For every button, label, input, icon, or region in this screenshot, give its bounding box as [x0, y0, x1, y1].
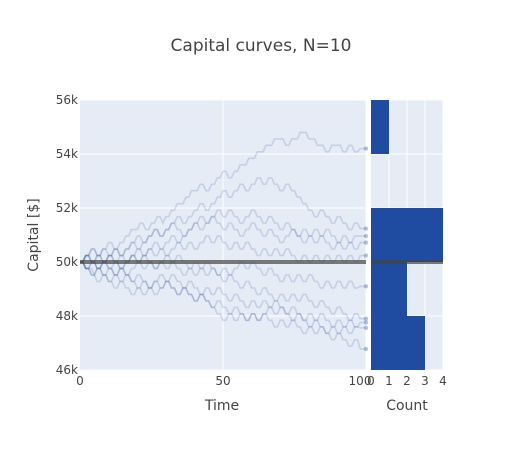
capital-curve-9: [80, 261, 366, 350]
curve-end-point: [363, 226, 369, 231]
x-tick-label: 50: [215, 374, 230, 388]
count-tick-label: 1: [385, 374, 393, 388]
curve-end-point: [363, 284, 369, 289]
x-axis-ticks: 0 50 100: [76, 374, 371, 388]
y-axis-ticks: 46k 48k 50k 52k 54k 56k: [56, 93, 78, 377]
curve-end-point: [363, 233, 369, 239]
curve-end-point: [363, 240, 369, 245]
curve-end-point: [363, 346, 369, 352]
curve-end-point: [363, 253, 369, 258]
y-tick-label: 50k: [56, 255, 78, 269]
chart-title: Capital curves, N=10: [171, 36, 352, 56]
histogram-bar: [371, 316, 425, 370]
histogram-bar: [371, 262, 407, 316]
x-tick-label: 100: [349, 374, 372, 388]
y-tick-label: 48k: [56, 309, 78, 323]
capital-curve-2: [80, 176, 366, 263]
x-tick-label: 0: [76, 374, 84, 388]
x-axis-label: Time: [204, 398, 239, 414]
y-tick-label: 52k: [56, 201, 78, 215]
count-tick-label: 3: [421, 374, 429, 388]
capital-curve-7: [80, 261, 366, 328]
capital-curve-6: [80, 254, 366, 289]
histogram-bar: [371, 100, 389, 154]
y-tick-label: 46k: [56, 363, 78, 377]
histogram-x-axis-label: Count: [386, 398, 428, 414]
histogram-bars: [371, 100, 443, 370]
capital-curve-1: [80, 131, 366, 277]
y-axis-label: Capital [$]: [26, 198, 42, 271]
capital-curve-4: [80, 215, 366, 263]
capital-curve-8: [80, 254, 366, 335]
count-tick-label: 0: [367, 374, 375, 388]
count-tick-label: 2: [403, 374, 411, 388]
y-tick-label: 56k: [56, 93, 78, 107]
curve-end-point: [363, 316, 369, 321]
histogram-bar: [371, 208, 443, 262]
y-tick-label: 54k: [56, 147, 78, 161]
curve-end-point: [363, 325, 369, 331]
histogram-count-ticks: 0 1 2 3 4: [367, 374, 447, 388]
curve-end-point: [363, 146, 369, 151]
curve-end-point: [363, 320, 369, 325]
count-tick-label: 4: [439, 374, 447, 388]
